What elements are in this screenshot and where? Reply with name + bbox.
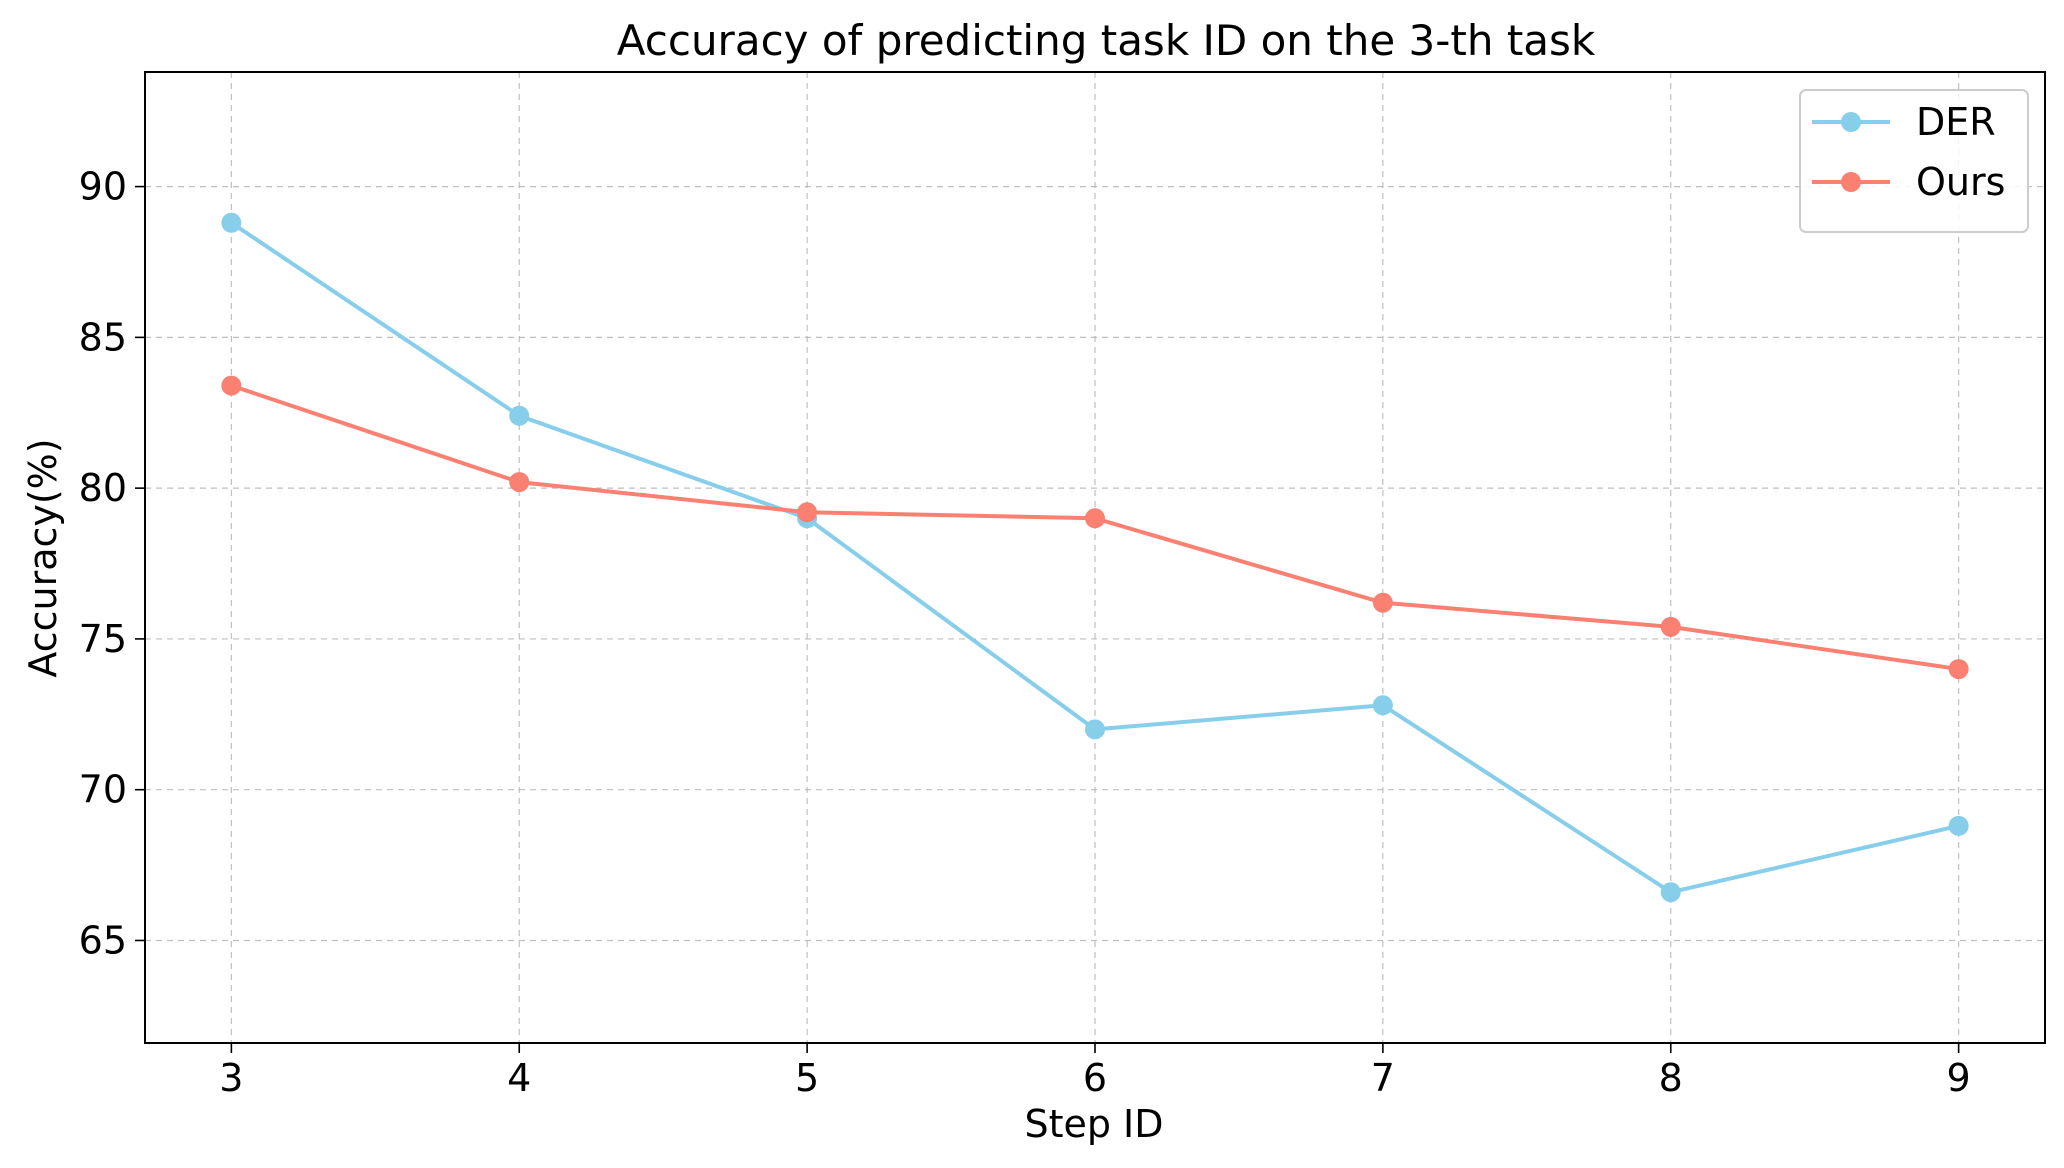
x-tick-label: 7 (1371, 1056, 1395, 1100)
data-point-der (1660, 882, 1681, 903)
y-tick-label: 80 (79, 466, 127, 510)
data-point-ours (1372, 592, 1393, 613)
legend-label: DER (1916, 100, 1996, 144)
data-point-der (221, 212, 242, 233)
data-point-ours (1948, 659, 1969, 680)
y-tick-label: 85 (79, 315, 127, 359)
data-point-der (509, 405, 530, 426)
y-axis-title: Accuracy(%) (21, 438, 65, 677)
data-point-ours (1085, 508, 1105, 529)
x-tick-label: 3 (219, 1056, 243, 1100)
y-axis: 65 70 75 80 85 90 (79, 165, 145, 962)
legend-item-ours: Ours (1812, 160, 2005, 204)
data-point-der (1372, 695, 1393, 716)
grid (145, 72, 2045, 1043)
data-point-ours (509, 472, 530, 493)
x-tick-label: 5 (795, 1056, 819, 1100)
data-point-ours (797, 502, 818, 523)
x-tick-label: 8 (1659, 1056, 1683, 1100)
legend-swatch-marker (1841, 112, 1861, 132)
y-tick-label: 75 (79, 617, 127, 661)
series-layer (221, 212, 1969, 903)
data-point-ours (1660, 616, 1681, 637)
series-ours (221, 375, 1969, 680)
legend: DER Ours (1799, 89, 2029, 233)
y-tick-label: 65 (79, 918, 127, 962)
data-point-der (1085, 719, 1105, 740)
x-axis: 3 4 5 6 7 8 9 (219, 1043, 1971, 1100)
legend-swatch-marker (1841, 172, 1861, 192)
legend-item-der: DER (1812, 100, 1996, 144)
data-point-der (1948, 815, 1969, 836)
x-axis-title: Step ID (1024, 1102, 1163, 1146)
y-tick-label: 70 (79, 768, 127, 812)
data-point-ours (221, 375, 242, 396)
x-tick-label: 9 (1947, 1056, 1971, 1100)
chart-title: Accuracy of predicting task ID on the 3-… (617, 16, 1596, 65)
legend-label: Ours (1916, 160, 2005, 204)
series-der (221, 212, 1969, 903)
y-tick-label: 90 (79, 165, 127, 209)
x-tick-label: 4 (507, 1056, 531, 1100)
x-tick-label: 6 (1083, 1056, 1107, 1100)
